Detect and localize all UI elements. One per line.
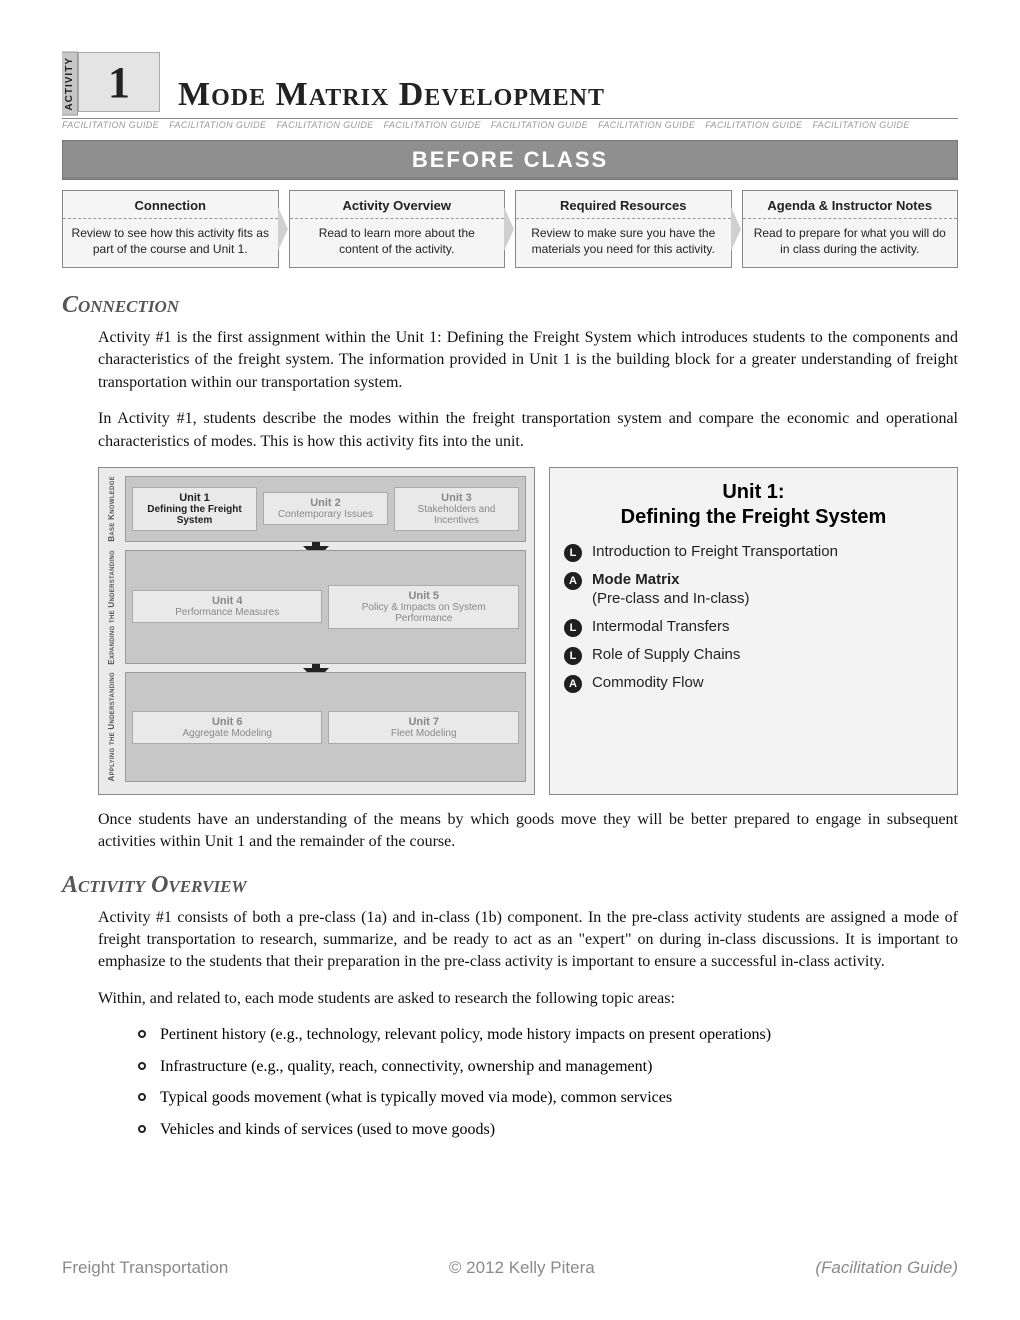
facilitation-guide-strip: FACILITATION GUIDE FACILITATION GUIDE FACI… — [62, 118, 958, 130]
diagram-unit: Unit 2Contemporary Issues — [263, 492, 388, 525]
unit1-title-line1: Unit 1: — [722, 481, 784, 503]
activity-icon: A — [564, 572, 582, 590]
unit1-item: L Introduction to Freight Transportation — [564, 542, 943, 562]
connection-p1: Activity #1 is the first assignment with… — [98, 327, 958, 394]
before-class-box: ConnectionReview to see how this activit… — [62, 190, 279, 268]
unit1-title: Unit 1: Defining the Freight System — [564, 480, 943, 530]
activity-number: 1 — [78, 52, 160, 112]
topic-item: Pertinent history (e.g., technology, rel… — [138, 1024, 958, 1046]
box-title: Required Resources — [516, 191, 731, 219]
facilitation-guide-text: FACILITATION GUIDE — [169, 120, 266, 130]
footer: Freight Transportation © 2012 Kelly Pite… — [62, 1258, 958, 1278]
activity-label: ACTIVITY — [62, 52, 78, 116]
facilitation-guide-text: FACILITATION GUIDE — [598, 120, 695, 130]
connection-heading: Connection — [62, 292, 958, 319]
facilitation-guide-text: FACILITATION GUIDE — [813, 120, 910, 130]
topic-item: Infrastructure (e.g., quality, reach, co… — [138, 1056, 958, 1078]
unit1-item: A Commodity Flow — [564, 673, 943, 693]
diagram-bar: Unit 6Aggregate ModelingUnit 7Fleet Mode… — [125, 672, 526, 781]
activity-badge: ACTIVITY 1 — [62, 52, 160, 116]
unit-title: Unit 1 — [139, 492, 250, 504]
unit1-item-subtext: (Pre-class and In-class) — [592, 589, 750, 609]
before-class-box: Required ResourcesReview to make sure yo… — [515, 190, 732, 268]
box-title: Agenda & Instructor Notes — [743, 191, 958, 219]
box-title: Connection — [63, 191, 278, 219]
footer-left: Freight Transportation — [62, 1258, 228, 1278]
diagram-bar: Unit 1Defining the Freight SystemUnit 2C… — [125, 476, 526, 542]
box-body: Review to make sure you have the materia… — [516, 219, 731, 267]
overview-p2: Within, and related to, each mode studen… — [98, 988, 958, 1010]
unit1-title-line2: Defining the Freight System — [621, 506, 887, 528]
unit-subtitle: Policy & Impacts on System Performance — [335, 602, 511, 624]
footer-center: © 2012 Kelly Pitera — [449, 1258, 595, 1278]
before-class-banner: BEFORE CLASS — [62, 140, 958, 180]
unit1-panel: Unit 1: Defining the Freight System L Int… — [549, 467, 958, 795]
diagram-row: Applying the Understanding Unit 6Aggregat… — [107, 672, 526, 781]
connection-p3: Once students have an understanding of t… — [98, 809, 958, 854]
unit-title: Unit 3 — [401, 492, 512, 504]
topics-list: Pertinent history (e.g., technology, rel… — [138, 1024, 958, 1140]
unit1-item-text: Role of Supply Chains — [592, 645, 740, 665]
facilitation-guide-text: FACILITATION GUIDE — [384, 120, 481, 130]
connection-p2: In Activity #1, students describe the mo… — [98, 408, 958, 453]
diagram-bar: Unit 4Performance MeasuresUnit 5Policy &… — [125, 550, 526, 665]
before-class-box: Activity OverviewRead to learn more abou… — [289, 190, 506, 268]
topic-item: Typical goods movement (what is typicall… — [138, 1087, 958, 1109]
overview-p1: Activity #1 consists of both a pre-class… — [98, 907, 958, 974]
box-body: Read to learn more about the content of … — [290, 219, 505, 267]
header-row: ACTIVITY 1 Mode Matrix Development — [62, 52, 958, 116]
before-class-boxes: ConnectionReview to see how this activit… — [62, 190, 958, 268]
facilitation-guide-text: FACILITATION GUIDE — [491, 120, 588, 130]
unit-title: Unit 2 — [270, 497, 381, 509]
unit-subtitle: Stakeholders and Incentives — [401, 504, 512, 526]
box-body: Read to prepare for what you will do in … — [743, 219, 958, 267]
overview-heading: Activity Overview — [62, 872, 958, 899]
activity-icon: A — [564, 675, 582, 693]
topic-item: Vehicles and kinds of services (used to … — [138, 1119, 958, 1141]
unit1-item-text: Commodity Flow — [592, 673, 704, 693]
unit1-item-text: Mode Matrix(Pre-class and In-class) — [592, 570, 750, 609]
unit-title: Unit 5 — [335, 590, 511, 602]
diagram-unit: Unit 6Aggregate Modeling — [132, 711, 322, 744]
footer-right: (Facilitation Guide) — [815, 1258, 958, 1278]
lecture-icon: L — [564, 619, 582, 637]
before-class-box: Agenda & Instructor NotesRead to prepare… — [742, 190, 959, 268]
diagram-unit: Unit 4Performance Measures — [132, 590, 322, 623]
lecture-icon: L — [564, 544, 582, 562]
diagram-unit: Unit 7Fleet Modeling — [328, 711, 518, 744]
unit1-item: A Mode Matrix(Pre-class and In-class) — [564, 570, 943, 609]
course-diagram: Base Knowledge Unit 1Defining the Freight… — [98, 467, 535, 795]
unit1-item: L Intermodal Transfers — [564, 617, 943, 637]
diagram-row: Base Knowledge Unit 1Defining the Freight… — [107, 476, 526, 542]
diagram-row-label: Expanding the Understanding — [107, 550, 125, 665]
diagram-unit: Unit 5Policy & Impacts on System Perform… — [328, 585, 518, 629]
unit-title: Unit 7 — [335, 716, 511, 728]
unit1-item-text: Intermodal Transfers — [592, 617, 730, 637]
facilitation-guide-text: FACILITATION GUIDE — [705, 120, 802, 130]
unit1-item: L Role of Supply Chains — [564, 645, 943, 665]
panels-row: Base KnowledgeUnit 1Defining the Freight… — [98, 467, 958, 795]
unit-subtitle: Defining the Freight System — [139, 504, 250, 526]
box-body: Review to see how this activity fits as … — [63, 219, 278, 267]
diagram-row-label: Base Knowledge — [107, 476, 125, 542]
facilitation-guide-text: FACILITATION GUIDE — [62, 120, 159, 130]
unit-subtitle: Aggregate Modeling — [139, 728, 315, 739]
page-title: Mode Matrix Development — [178, 76, 605, 116]
unit-subtitle: Fleet Modeling — [335, 728, 511, 739]
facilitation-guide-text: FACILITATION GUIDE — [276, 120, 373, 130]
unit-title: Unit 4 — [139, 595, 315, 607]
unit1-item-text: Introduction to Freight Transportation — [592, 542, 838, 562]
unit-title: Unit 6 — [139, 716, 315, 728]
diagram-unit: Unit 1Defining the Freight System — [132, 487, 257, 531]
diagram-unit: Unit 3Stakeholders and Incentives — [394, 487, 519, 531]
unit-subtitle: Performance Measures — [139, 607, 315, 618]
diagram-row: Expanding the Understanding Unit 4Perform… — [107, 550, 526, 665]
lecture-icon: L — [564, 647, 582, 665]
diagram-row-label: Applying the Understanding — [107, 672, 125, 781]
box-title: Activity Overview — [290, 191, 505, 219]
unit-subtitle: Contemporary Issues — [270, 509, 381, 520]
